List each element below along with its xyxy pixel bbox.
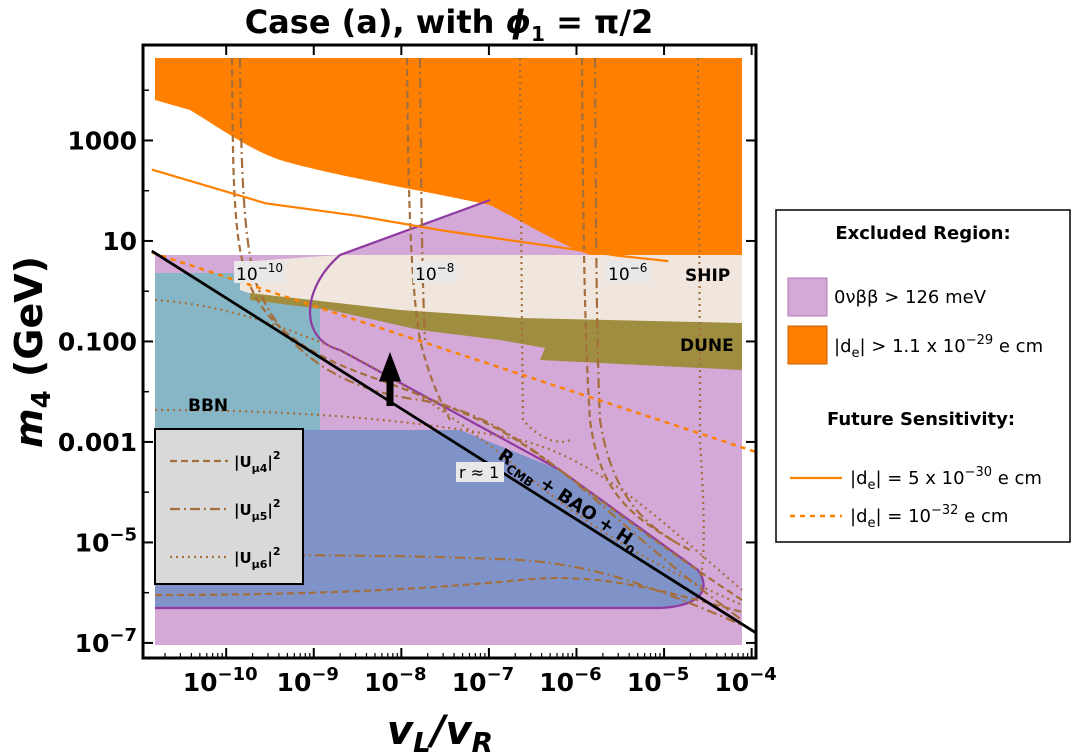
legend-u4: |Uμ4|2: [234, 449, 281, 475]
contour-low-3: [154, 408, 743, 591]
x-tick-label: 10−6: [539, 664, 601, 697]
legend-future-2: |de| = 10−32 e cm: [850, 503, 1008, 531]
y-axis-label: m4 (GeV): [7, 256, 57, 448]
svg-text:10−10: 10−10: [236, 261, 283, 285]
x-axis-label: vL/vR: [387, 708, 493, 752]
plot-frame: [141, 43, 758, 660]
svg-text:10−6: 10−6: [608, 261, 647, 285]
contour-u4-c: [580, 57, 681, 546]
contour-u6-c: [696, 57, 705, 581]
contour-u4-b: [405, 57, 451, 421]
contour-low-2: [154, 553, 743, 627]
contour-label-1e-6: 10−6: [606, 261, 650, 285]
mixing-legend: |Uμ4|2 |Uμ5|2 |Uμ6|2: [154, 428, 304, 585]
de-1e-32-line: [151, 251, 756, 454]
contour-label-1e-10: 10−10: [234, 261, 286, 285]
x-tick-label: 10−7: [452, 664, 514, 697]
black-arrow: [378, 352, 402, 406]
legend-0vbb-label: 0νββ > 126 meV: [834, 287, 987, 308]
legend-u6: |Uμ6|2: [234, 545, 281, 571]
contour-u6: [154, 298, 743, 607]
y-tick-label: 10−5: [75, 524, 137, 557]
plot-area: BBN SHIP DUNE 10−10 10−8 10−6 r ≈ 1 RCMB…: [151, 57, 756, 645]
mixing-contours: [154, 57, 743, 627]
legend-u5: |Uμ5|2: [234, 497, 281, 523]
ship-label: SHIP: [685, 266, 730, 286]
future-sensitivity-title: Future Sensitivity:: [827, 409, 1015, 430]
x-tick-label: 10−10: [183, 664, 258, 697]
x-tick-label: 10−8: [364, 664, 426, 697]
contour-u6-b: [518, 57, 571, 443]
y-tick-label: 0.001: [58, 428, 137, 457]
y-tick-label: 10: [102, 227, 137, 256]
legend-swatch-de: [787, 325, 828, 365]
y-tick-label: 10−7: [75, 625, 137, 658]
x-tick-label: 10−9: [277, 664, 339, 697]
dune-region: [250, 293, 742, 370]
legend-future-1: |de| = 5 x 10−30 e cm: [850, 465, 1042, 493]
excluded-region-title: Excluded Region:: [835, 223, 1010, 244]
dune-label: DUNE: [680, 336, 734, 356]
r-approx-1-label: r ≈ 1: [456, 462, 504, 482]
de-5e-30-line: [151, 168, 669, 263]
orange-arrow: [312, 119, 332, 162]
svg-text:r ≈ 1: r ≈ 1: [459, 463, 499, 482]
bbn-label: BBN: [188, 396, 228, 416]
contour-low-1: [154, 576, 743, 614]
contour-label-1e-8: 10−8: [413, 261, 457, 285]
y-tick-label: 0.100: [58, 327, 137, 356]
svg-text:10−8: 10−8: [415, 261, 454, 285]
outside-legend: Excluded Region: 0νββ > 126 meV |de| > 1…: [775, 209, 1071, 543]
x-tick-label: 10−5: [627, 664, 689, 697]
r-approx-1-line: [151, 249, 756, 635]
chart-title: Case (a), with ϕ1 = π/2: [245, 3, 654, 46]
x-tick-label: 10−4: [714, 664, 776, 697]
contour-u5: [238, 57, 743, 621]
y-axis-ticks: 1000 10 0.100 0.001 10−5 10−7: [58, 89, 756, 658]
legend-de-label: |de| > 1.1 x 10−29 e cm: [834, 333, 1043, 361]
y-tick-label: 1000: [67, 126, 137, 155]
x-axis-ticks: 10−10 10−9 10−8 10−7 10−6 10−5 10−4: [164, 45, 777, 697]
contour-u5-b: [418, 57, 427, 341]
contour-u5-c: [593, 57, 691, 551]
legend-swatch-0vbb: [787, 277, 828, 317]
